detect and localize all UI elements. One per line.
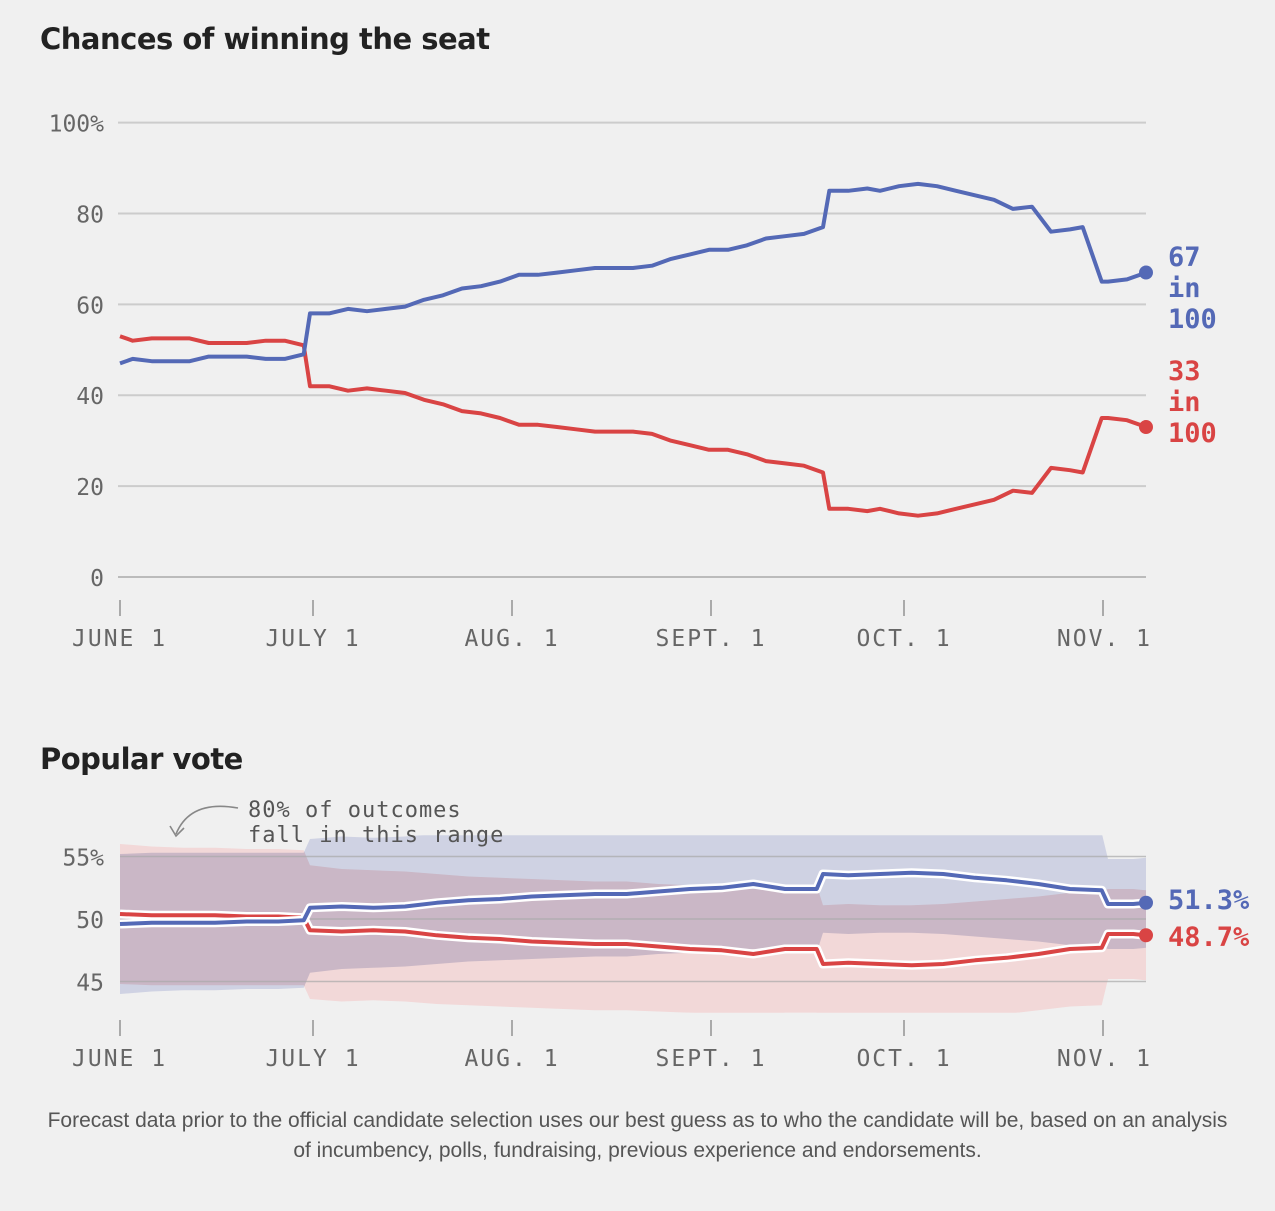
x-tick-label: SEPT. 1 (656, 1046, 767, 1072)
rep-end-label: in (1168, 387, 1201, 418)
x-tick-label: NOV. 1 (1057, 626, 1152, 652)
annotation-text: 80% of outcomes (248, 798, 462, 823)
rep-end-dot (1139, 928, 1153, 943)
dem-end-label: in (1168, 273, 1201, 304)
x-tick-label: AUG. 1 (464, 626, 559, 652)
x-tick-label: SEPT. 1 (656, 626, 767, 652)
rep-range-band (120, 844, 1146, 1013)
dem-end-label: 67 (1168, 242, 1201, 273)
chance-chart-title: Chances of winning the seat (40, 22, 490, 56)
rep-end-label: 48.7% (1168, 922, 1250, 953)
y-tick-label: 20 (76, 475, 104, 501)
rep-end-label: 100 (1168, 418, 1217, 449)
y-tick-label: 50 (76, 908, 104, 934)
y-tick-label: 80 (76, 202, 104, 228)
dem-line (119, 181, 1147, 366)
x-tick-label: NOV. 1 (1057, 1046, 1152, 1072)
annotation-text: fall in this range (248, 823, 504, 848)
popular-vote-chart-title: Popular vote (40, 742, 243, 776)
chance-chart: 100% 80 60 40 20 0 JUNE 1 JULY 1 AUG. 1 SEPT. 1 OC… (49, 112, 1217, 652)
y-tick-label: 45 (76, 971, 104, 997)
rep-end-dot (1139, 420, 1153, 435)
footnote: Forecast data prior to the official cand… (47, 1109, 1228, 1162)
dem-end-label: 51.3% (1168, 885, 1250, 916)
annotation-arrow (175, 805, 239, 835)
popular-vote-chart: 55% 50 45 JUNE 1 JULY 1 AUG. 1 SEPT. 1 OCT. 1 NO… (62, 798, 1250, 1072)
y-tick-label: 0 (90, 566, 104, 592)
y-tick-label: 40 (76, 384, 104, 410)
y-tick-label: 60 (76, 293, 104, 319)
dem-end-label: 100 (1168, 304, 1217, 335)
x-tick-label: JULY 1 (265, 1046, 360, 1072)
x-tick-label: JUNE 1 (72, 626, 167, 652)
x-tick-label: OCT. 1 (856, 1046, 951, 1072)
rep-line (119, 334, 1147, 518)
x-tick-label: AUG. 1 (464, 1046, 559, 1072)
dem-end-dot (1139, 265, 1153, 280)
y-tick-label: 100% (49, 112, 105, 138)
y-tick-label: 55% (62, 846, 104, 872)
rep-end-label: 33 (1168, 356, 1201, 387)
x-tick-label: JUNE 1 (72, 1046, 167, 1072)
dem-line (119, 870, 1147, 926)
dem-end-dot (1139, 895, 1153, 910)
x-tick-label: OCT. 1 (856, 626, 951, 652)
x-tick-label: JULY 1 (265, 626, 360, 652)
annotation-arrowhead (169, 825, 185, 838)
